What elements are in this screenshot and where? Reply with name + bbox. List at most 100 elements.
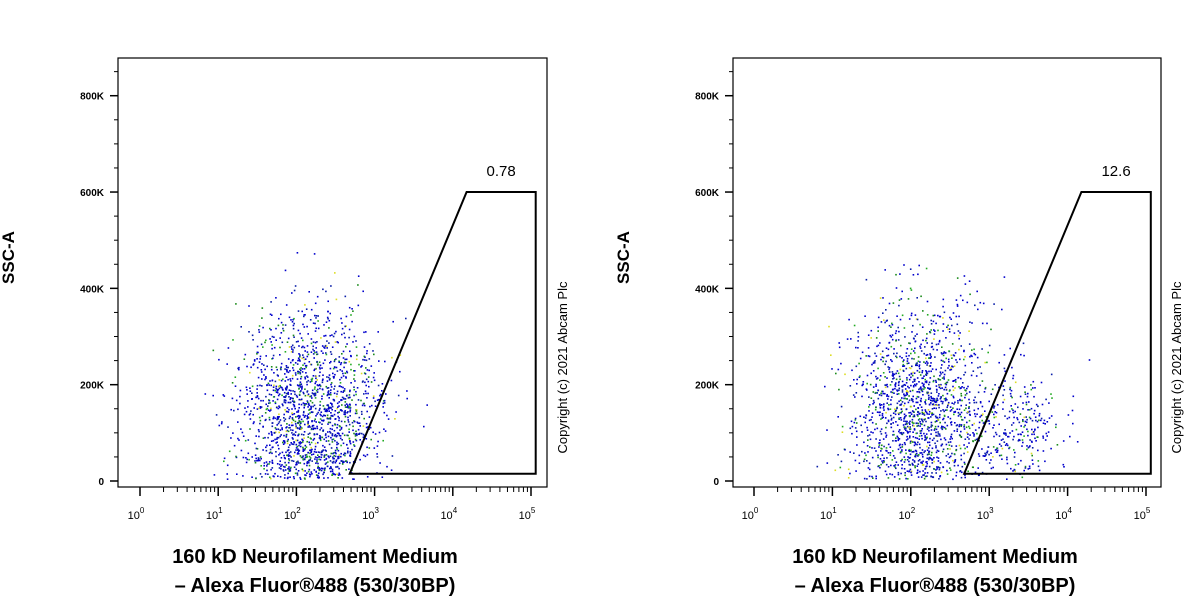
data-point-974 [357, 399, 360, 401]
data-point-1668 [1009, 386, 1012, 389]
data-point-879 [265, 449, 268, 452]
data-point-1217 [296, 474, 299, 476]
data-point-1114 [329, 312, 331, 315]
data-point-1214 [282, 465, 285, 468]
data-point-655 [894, 457, 896, 459]
data-point-657 [298, 433, 300, 435]
data-point-1368 [958, 386, 960, 388]
data-point-751 [937, 433, 940, 435]
data-point-1130 [270, 407, 272, 410]
data-point-930 [936, 349, 938, 351]
data-point-1182 [904, 402, 906, 405]
data-point-1325 [381, 390, 383, 392]
data-point-875 [964, 389, 966, 391]
data-point-35 [916, 391, 918, 393]
data-point-6 [331, 433, 334, 435]
data-point-772 [275, 339, 277, 341]
data-point-286 [272, 416, 275, 418]
data-point-548 [302, 364, 304, 366]
data-point-1257 [914, 455, 917, 458]
data-point-875 [303, 392, 305, 395]
data-point-531 [294, 451, 296, 454]
data-point-1239 [931, 408, 934, 410]
data-point-69 [355, 346, 358, 348]
data-point-350 [923, 424, 926, 427]
data-point-998 [900, 419, 903, 421]
data-point-323 [848, 318, 850, 321]
data-point-1543 [333, 392, 336, 395]
data-point-1746 [1038, 469, 1041, 472]
data-point-1492 [948, 444, 951, 446]
data-point-2 [917, 273, 919, 276]
data-point-54 [982, 302, 985, 305]
data-point-907 [939, 371, 942, 373]
data-point-845 [331, 334, 333, 336]
data-point-1219 [929, 357, 932, 359]
data-point-499 [907, 432, 909, 434]
data-point-317 [826, 429, 828, 431]
data-point-222 [347, 434, 349, 437]
data-point-880 [300, 418, 303, 421]
data-point-1344 [333, 388, 335, 390]
data-point-752 [290, 361, 292, 364]
data-point-16 [908, 448, 911, 451]
data-point-1254 [912, 381, 914, 383]
data-point-1392 [279, 346, 281, 349]
data-point-964 [270, 301, 272, 303]
data-point-1033 [939, 315, 942, 318]
data-point-431 [312, 405, 314, 408]
data-point-1490 [916, 437, 919, 440]
data-point-603 [931, 368, 934, 370]
data-point-1658 [1040, 419, 1042, 422]
data-point-1590 [1017, 463, 1020, 465]
data-point-521 [872, 403, 874, 405]
data-point-1202 [343, 413, 345, 415]
data-point-1770 [993, 435, 995, 438]
data-point-108 [933, 398, 936, 400]
data-point-155 [864, 421, 866, 424]
data-point-887 [256, 384, 259, 387]
data-point-1420 [888, 371, 891, 373]
data-point-345 [971, 355, 973, 358]
data-point-524 [917, 441, 919, 444]
data-point-180 [269, 451, 272, 453]
data-point-1652 [361, 404, 364, 407]
data-point-488 [381, 383, 384, 385]
data-point-1021 [968, 343, 971, 345]
data-point-1471 [301, 456, 304, 459]
data-point-877 [284, 373, 286, 375]
data-point-1703 [1018, 421, 1021, 424]
data-point-726 [892, 372, 894, 375]
data-point-1424 [326, 465, 329, 468]
data-point-1066 [935, 445, 937, 447]
data-point-604 [288, 389, 291, 391]
data-point-11 [255, 435, 257, 437]
data-point-1416 [320, 427, 323, 429]
data-point-432 [274, 389, 277, 392]
data-point-1045 [344, 410, 346, 412]
x-tick-label: 104 [1055, 506, 1072, 522]
data-point-1125 [870, 418, 872, 421]
data-point-289 [918, 381, 920, 383]
data-point-670 [931, 439, 934, 441]
data-point-1587 [1012, 374, 1015, 377]
data-point-776 [302, 469, 304, 472]
data-point-480 [931, 414, 933, 416]
data-point-272 [935, 388, 938, 391]
data-point-1438 [932, 379, 935, 382]
data-point-1310 [910, 312, 913, 315]
data-point-719 [911, 418, 914, 421]
data-point-1632 [362, 433, 365, 436]
data-point-373 [337, 412, 339, 414]
data-point-513 [259, 355, 262, 358]
data-point-1377 [924, 450, 926, 452]
data-point-866 [306, 401, 309, 404]
data-point-537 [287, 438, 289, 441]
data-point-1092 [930, 424, 933, 426]
data-point-46 [348, 360, 351, 363]
data-point-1138 [936, 449, 939, 452]
data-point-475 [318, 437, 321, 439]
data-point-674 [347, 404, 349, 406]
data-point-985 [340, 426, 343, 429]
data-point-861 [331, 404, 333, 406]
